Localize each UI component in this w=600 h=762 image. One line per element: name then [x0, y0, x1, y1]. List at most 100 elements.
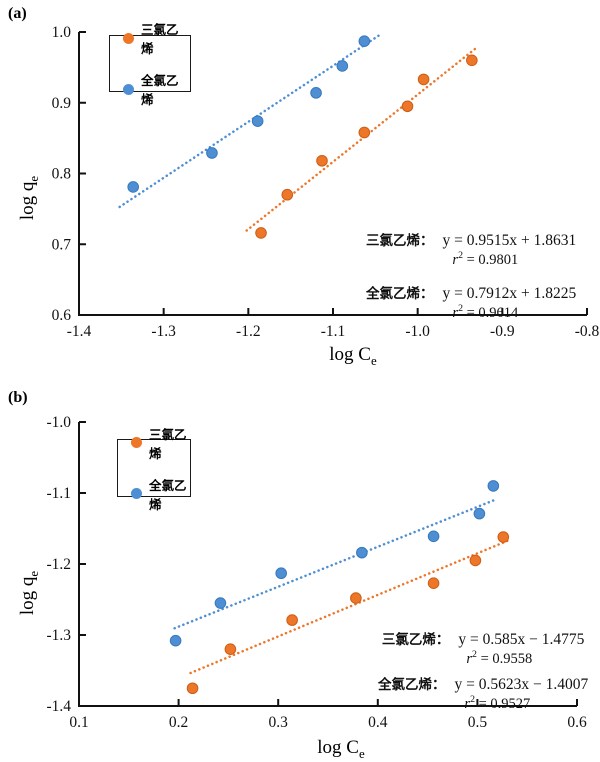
data-point-a — [358, 35, 371, 47]
r2-exponent: 2 — [472, 649, 477, 660]
data-point-a — [466, 54, 478, 67]
data-point-b — [286, 614, 298, 626]
regression-series-label: 全氯乙烯： — [378, 676, 446, 692]
x-tick-label: 0.5 — [468, 714, 488, 731]
data-point-b — [224, 643, 237, 656]
data-point-b — [169, 634, 182, 647]
x-tick-label: 0.1 — [69, 714, 88, 731]
legend-marker-blue-icon — [123, 83, 134, 95]
r2-exponent: 2 — [470, 693, 475, 705]
data-point-a — [401, 100, 414, 113]
x-tick-label: 0.4 — [368, 714, 388, 731]
legend-marker-orange-icon — [131, 437, 142, 448]
x-tick-label: -1.3 — [151, 323, 176, 340]
legend-box-b: 三氯乙烯 全氯乙烯 — [117, 428, 191, 512]
y-tick-label: 0.7 — [52, 236, 72, 253]
regression-annotation-b: 三氯乙烯： y = 0.585x − 1.4775 r2 = 0.9558 全氯… — [378, 628, 588, 713]
r2-symbol: r — [464, 695, 471, 712]
legend-marker-orange-icon — [123, 32, 134, 44]
data-point-a — [127, 181, 139, 193]
regression-r2: r2 = 0.9801 — [419, 250, 553, 269]
data-point-a — [358, 126, 371, 139]
panel-label-a: (a) — [8, 5, 27, 22]
x-tick-label: -1.4 — [67, 323, 92, 340]
data-point-b — [497, 531, 510, 543]
legend-label-tce-b: 三氯乙烯 — [149, 427, 187, 461]
r2-exponent: 2 — [458, 302, 463, 314]
x-axis-label-sub-a: e — [370, 352, 377, 368]
regression-series-label: 三氯乙烯： — [366, 233, 434, 248]
x-tick-label: -0.8 — [575, 323, 600, 340]
y-tick-label: 0.8 — [52, 166, 72, 183]
x-tick-label: 0.6 — [567, 714, 587, 731]
regression-r2: r2 = 0.9614 — [419, 303, 553, 322]
data-point-b — [427, 577, 440, 589]
r2-value: = 0.9801 — [466, 251, 519, 268]
trend-line-b — [173, 498, 497, 630]
regression-entry-tce-a: 三氯乙烯： y = 0.9515x + 1.8631 r2 = 0.9801 — [366, 229, 576, 269]
regression-entry-pce-b: 全氯乙烯： y = 0.5623x − 1.4007 r2 = 0.9527 — [378, 673, 588, 713]
data-point-b — [473, 507, 486, 520]
x-tick-label: -1.1 — [321, 323, 346, 340]
y-axis-label-text-a: log q — [17, 181, 38, 221]
x-axis-label-b: log Ce — [271, 737, 411, 761]
x-axis-label-a: log Ce — [283, 344, 423, 368]
legend-label-pce-a: 全氯乙烯 — [141, 74, 179, 107]
data-point-b — [275, 567, 287, 580]
x-tick-label: -1.0 — [405, 323, 430, 340]
r2-exponent: 2 — [458, 250, 463, 261]
x-tick-label: 0.2 — [169, 714, 188, 731]
data-point-b — [186, 682, 199, 695]
x-axis-label-sub-b: e — [358, 745, 365, 761]
panel-label-b: (b) — [8, 389, 28, 406]
data-point-a — [255, 227, 267, 239]
x-axis-label-text-b: log C — [317, 737, 359, 758]
legend-item-pce-a: 全氯乙烯 — [123, 70, 190, 108]
legend-marker-blue-icon — [131, 488, 142, 499]
data-point-b — [427, 530, 440, 543]
data-point-a — [281, 188, 294, 201]
r2-symbol: r — [452, 304, 459, 321]
r2-value: = 0.9527 — [478, 695, 531, 712]
x-axis-label-text-a: log C — [329, 344, 371, 365]
data-point-b — [487, 480, 500, 492]
y-axis-label-text-b: log q — [17, 576, 38, 616]
r2-symbol: r — [466, 650, 473, 667]
regression-r2: r2 = 0.9527 — [431, 694, 565, 713]
legend-item-pce-b: 全氯乙烯 — [131, 475, 190, 513]
trend-line-a — [118, 33, 382, 209]
r2-value: = 0.9558 — [480, 650, 533, 667]
y-tick-label: -1.0 — [46, 414, 71, 431]
regression-annotation-a: 三氯乙烯： y = 0.9515x + 1.8631 r2 = 0.9801 全… — [366, 229, 576, 322]
x-tick-label: -1.2 — [236, 323, 261, 340]
data-point-a — [310, 87, 322, 99]
x-tick-label: -0.9 — [490, 323, 515, 340]
r2-symbol: r — [452, 251, 459, 268]
data-point-a — [251, 115, 264, 127]
y-axis-label-sub-a: e — [25, 175, 41, 182]
y-tick-label: -1.2 — [46, 556, 71, 573]
y-tick-label: -1.3 — [46, 627, 71, 644]
y-axis-label-a: log qe — [17, 143, 43, 253]
data-point-b — [214, 597, 227, 609]
regression-entry-pce-a: 全氯乙烯： y = 0.7912x + 1.8225 r2 = 0.9614 — [366, 282, 576, 322]
data-point-a — [206, 147, 218, 159]
legend-label-pce-b: 全氯乙烯 — [149, 478, 187, 512]
data-point-a — [417, 73, 430, 86]
y-axis-label-b: log qe — [17, 538, 43, 648]
r2-value: = 0.9614 — [466, 304, 519, 321]
trend-line-a — [245, 46, 479, 232]
regression-series-label: 全氯乙烯： — [366, 285, 434, 301]
y-tick-label: 0.9 — [52, 95, 72, 112]
y-tick-label: -1.4 — [46, 698, 71, 715]
legend-item-tce-a: 三氯乙烯 — [123, 19, 190, 57]
data-point-b — [350, 592, 362, 604]
regression-entry-tce-b: 三氯乙烯： y = 0.585x − 1.4775 r2 = 0.9558 — [378, 628, 588, 668]
data-point-b — [469, 554, 482, 567]
y-tick-label: 0.6 — [52, 307, 72, 324]
y-axis-label-sub-b: e — [25, 570, 41, 577]
y-tick-label: -1.1 — [46, 485, 71, 502]
regression-equation: y = 0.585x − 1.4775 — [458, 631, 585, 648]
data-point-b — [356, 546, 368, 559]
